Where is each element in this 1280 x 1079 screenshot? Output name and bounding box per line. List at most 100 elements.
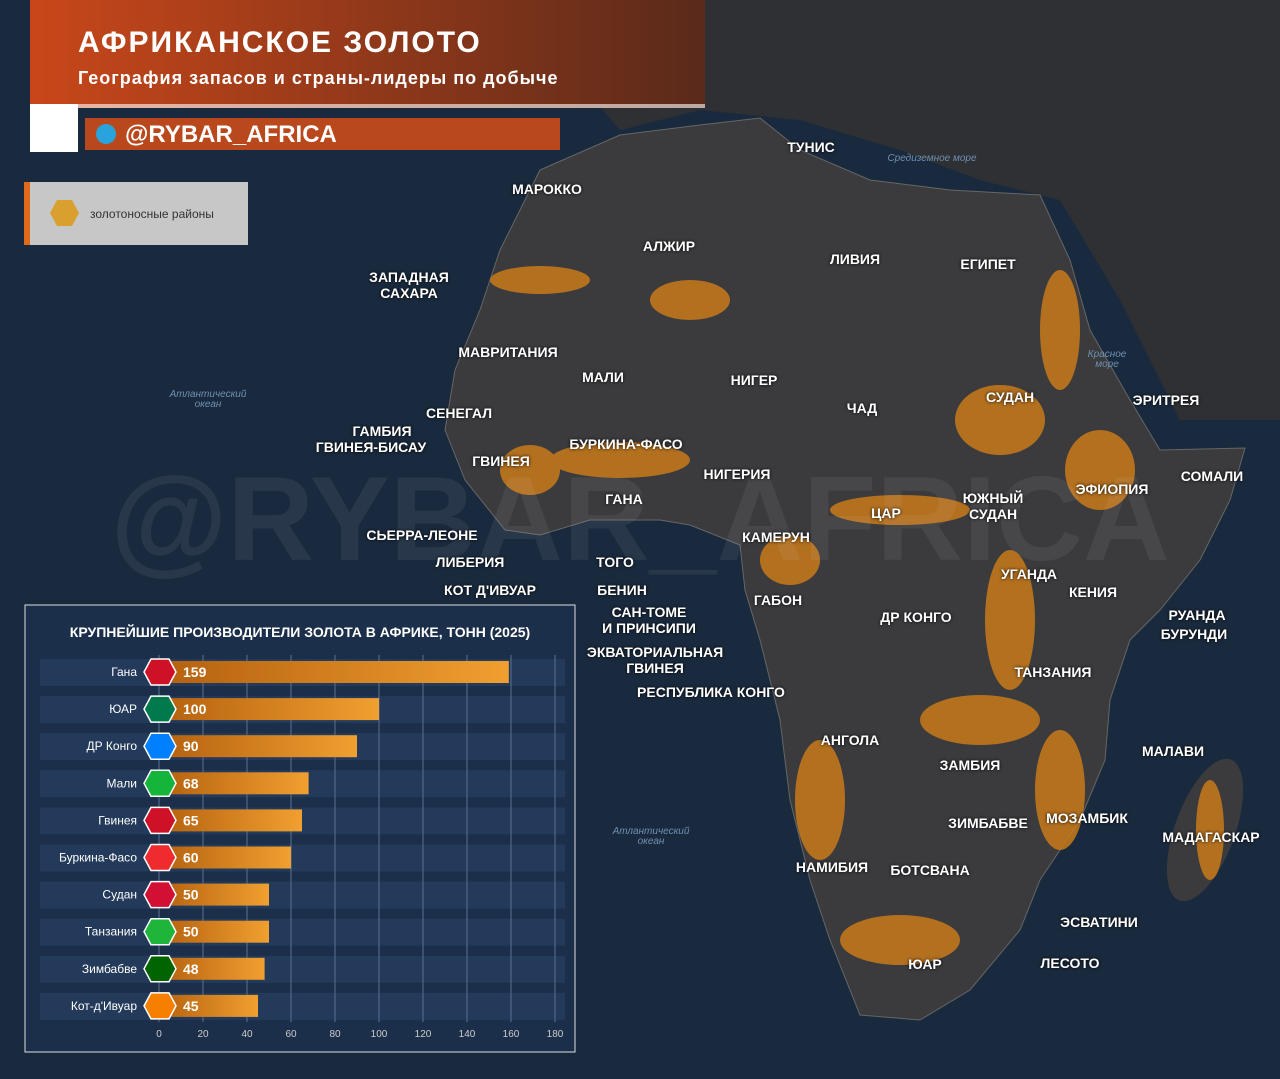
flag: [143, 806, 177, 835]
category-label: Кот-д'Ивуар: [71, 999, 137, 1013]
bar: [159, 772, 309, 795]
country-label: ГАНА: [605, 491, 643, 507]
title: АФРИКАНСКОЕ ЗОЛОТО: [78, 26, 482, 59]
row-band: [40, 992, 565, 1020]
country-label: УГАНДА: [1000, 566, 1058, 582]
country-label: АЛЖИР: [642, 238, 696, 254]
flag: [143, 955, 177, 983]
country-label: ЗИМБАБВЕ: [948, 815, 1028, 831]
country-label: НАМИБИЯ: [795, 859, 869, 875]
country-label: МАЛИ: [582, 369, 624, 385]
country-label: МАЛАВИ: [1141, 743, 1205, 759]
flag: [143, 695, 177, 723]
gold-areas: [490, 266, 1224, 965]
bar: [159, 920, 269, 943]
x-tick-label: 80: [329, 1029, 341, 1040]
category-label: Гвинея: [98, 813, 137, 827]
water-label: Средиземное море: [887, 153, 977, 164]
x-tick-label: 60: [285, 1029, 297, 1040]
x-tick-label: 100: [371, 1029, 388, 1040]
water-label: Атлантический океан: [612, 826, 690, 847]
bar: [159, 698, 379, 721]
row-band: [40, 881, 565, 909]
bar: [159, 846, 291, 869]
country-label: БЕНИН: [597, 582, 647, 598]
value-label: 90: [183, 738, 199, 754]
flag: [143, 658, 177, 686]
telegram-icon: [96, 124, 116, 144]
country-label: ТОГО: [596, 554, 634, 570]
header-rule: [30, 104, 705, 108]
category-label: Судан: [102, 888, 137, 902]
value-label: 65: [183, 812, 199, 828]
x-tick-label: 160: [503, 1029, 520, 1040]
flag: [143, 732, 177, 760]
country-label: ЮАР: [908, 956, 942, 972]
europe-asia: [560, 0, 1280, 420]
x-tick-label: 40: [241, 1029, 253, 1040]
country-label: БОТСВАНА: [890, 862, 970, 878]
x-tick-label: 180: [547, 1029, 564, 1040]
bar: [159, 661, 509, 683]
legend-label: золотоносные районы: [90, 207, 214, 221]
country-label: ЧАД: [846, 400, 878, 416]
country-label: ДР КОНГО: [880, 609, 952, 625]
flag: [143, 843, 177, 872]
country-label: ЕГИПЕТ: [960, 256, 1016, 272]
country-label: ГВИНЕЯ-БИСАУ: [315, 439, 427, 455]
category-label: ЮАР: [109, 702, 137, 716]
value-label: 50: [183, 924, 199, 940]
bar: [159, 735, 357, 758]
handle: @RYBAR_AFRICA: [125, 121, 337, 148]
x-tick-label: 0: [156, 1029, 162, 1040]
bar: [159, 883, 269, 906]
country-label: ЛИВИЯ: [829, 251, 881, 267]
country-label: ЦАР: [871, 505, 901, 521]
value-label: 60: [183, 850, 199, 866]
country-label: ЗАМБИЯ: [939, 757, 1001, 773]
country-label: МАРОККО: [512, 181, 582, 197]
country-label: СУДАН: [985, 389, 1035, 405]
country-label: БУРКИНА-ФАСО: [569, 436, 683, 452]
x-tick-label: 120: [415, 1029, 432, 1040]
legend-accent: [24, 182, 30, 245]
category-label: Танзания: [85, 925, 137, 939]
country-label: ТАНЗАНИЯ: [1014, 664, 1092, 680]
row-band: [40, 807, 565, 835]
flag: [143, 917, 177, 946]
value-label: 159: [183, 664, 207, 680]
country-label: НИГЕР: [730, 372, 778, 388]
country-label: АНГОЛА: [820, 732, 880, 748]
country-label: КОТ Д'ИВУАР: [444, 582, 536, 598]
country-label: ЛЕСОТО: [1040, 955, 1100, 971]
row-band: [40, 955, 565, 983]
bar: [159, 809, 302, 832]
country-label: ЭСВАТИНИ: [1060, 914, 1138, 930]
country-label: СОМАЛИ: [1180, 468, 1244, 484]
country-label: ЗАПАДНАЯ САХАРА: [369, 269, 449, 301]
qr-code: [30, 104, 78, 152]
country-label: СЬЕРРА-ЛЕОНЕ: [366, 527, 478, 543]
country-label: ГАМБИЯ: [352, 423, 412, 439]
country-label: РУАНДА: [1168, 607, 1226, 623]
value-label: 100: [183, 701, 207, 717]
country-label: ЭКВАТОРИАЛЬНАЯ ГВИНЕЯ: [586, 644, 724, 676]
chart-title: КРУПНЕЙШИЕ ПРОИЗВОДИТЕЛИ ЗОЛОТА В АФРИКЕ…: [70, 623, 530, 640]
country-label: КЕНИЯ: [1068, 584, 1118, 600]
country-label: МАДАГАСКАР: [1162, 829, 1260, 845]
country-label: СЕНЕГАЛ: [425, 405, 493, 421]
country-label: МАВРИТАНИЯ: [458, 344, 558, 360]
category-label: Гана: [111, 665, 137, 679]
category-label: ДР Конго: [86, 739, 137, 753]
country-label: ТУНИС: [787, 139, 835, 155]
handle-box: [85, 118, 560, 150]
flag: [143, 769, 177, 798]
country-label: ЮЖНЫЙ СУДАН: [962, 490, 1024, 522]
country-label: КАМЕРУН: [742, 529, 810, 545]
country-label: НИГЕРИЯ: [703, 466, 771, 482]
bar: [159, 957, 265, 980]
value-label: 45: [183, 998, 199, 1014]
country-label: РЕСПУБЛИКА КОНГО: [637, 684, 785, 700]
